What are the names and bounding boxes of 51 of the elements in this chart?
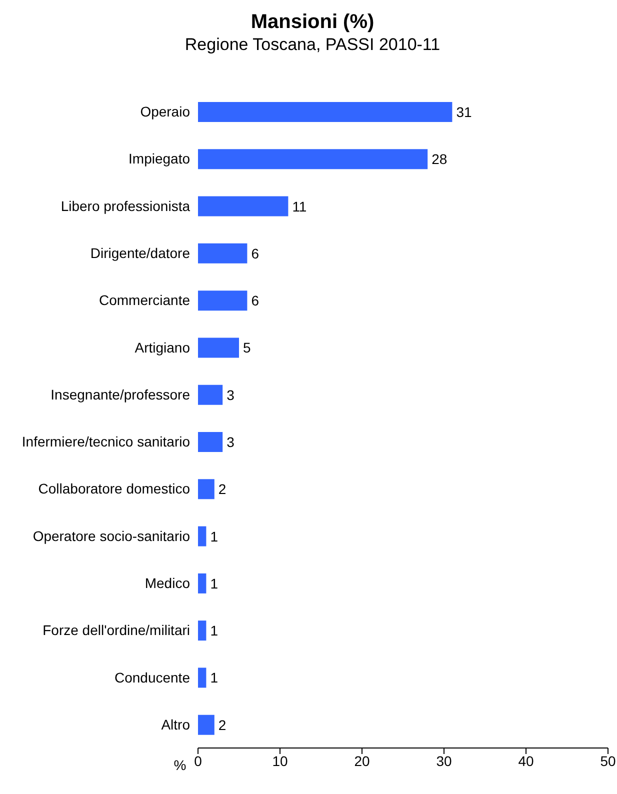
y-tick-label: Conducente xyxy=(114,669,190,686)
bar xyxy=(198,243,248,264)
y-tick-label: Artigiano xyxy=(134,339,190,356)
chart-subtitle: Regione Toscana, PASSI 2010-11 xyxy=(184,34,442,56)
x-tick-label: 10 xyxy=(272,752,288,769)
bar xyxy=(198,338,239,358)
y-tick-label: Infermiere/tecnico sanitario xyxy=(22,434,190,450)
bar xyxy=(198,149,428,170)
y-tick-label: Operatore socio-sanitario xyxy=(32,528,190,544)
x-tick-label: 20 xyxy=(354,752,370,769)
data-label: 1 xyxy=(210,670,218,686)
bar xyxy=(198,668,206,688)
x-axis-title: % xyxy=(174,757,186,773)
x-tick-label: 30 xyxy=(436,752,452,769)
y-tick-label: Commerciante xyxy=(98,292,190,308)
data-label: 11 xyxy=(292,198,307,214)
y-tick-label: Libero professionista xyxy=(60,198,190,214)
bar xyxy=(198,290,248,311)
bar xyxy=(198,714,214,735)
bar xyxy=(198,479,214,500)
y-tick-label: Dirigente/datore xyxy=(90,244,190,261)
y-tick-label: Altro xyxy=(161,716,190,732)
bar xyxy=(198,196,288,216)
data-label: 1 xyxy=(210,575,218,592)
data-label: 6 xyxy=(251,292,260,309)
bar xyxy=(198,620,206,641)
data-label: 31 xyxy=(456,104,472,120)
chart-title: Mansioni (%) xyxy=(250,10,376,34)
x-tick-label: 0 xyxy=(194,752,202,769)
y-tick-label: Medico xyxy=(144,574,190,591)
y-tick-label: Forze dell'ordine/militari xyxy=(42,622,190,638)
data-label: 3 xyxy=(226,434,235,450)
bar xyxy=(198,526,206,546)
data-label: 1 xyxy=(210,528,218,544)
data-label: 3 xyxy=(226,386,235,403)
y-tick-label: Operaio xyxy=(140,104,190,120)
data-label: 2 xyxy=(218,481,226,498)
data-label: 5 xyxy=(243,340,251,356)
data-label: 28 xyxy=(432,151,448,168)
x-tick-label: 50 xyxy=(600,752,616,769)
data-label: 1 xyxy=(210,622,218,639)
bar xyxy=(198,384,223,405)
y-tick-label: Impiegato xyxy=(128,150,190,167)
y-tick-label: Insegnante/professore xyxy=(50,386,190,402)
y-tick-label: Collaboratore domestico xyxy=(38,480,190,497)
x-tick-label: 40 xyxy=(518,752,534,769)
bar xyxy=(198,573,206,594)
bar xyxy=(198,432,223,452)
bar xyxy=(198,102,452,122)
data-label: 2 xyxy=(218,716,226,733)
data-label: 6 xyxy=(251,245,260,262)
